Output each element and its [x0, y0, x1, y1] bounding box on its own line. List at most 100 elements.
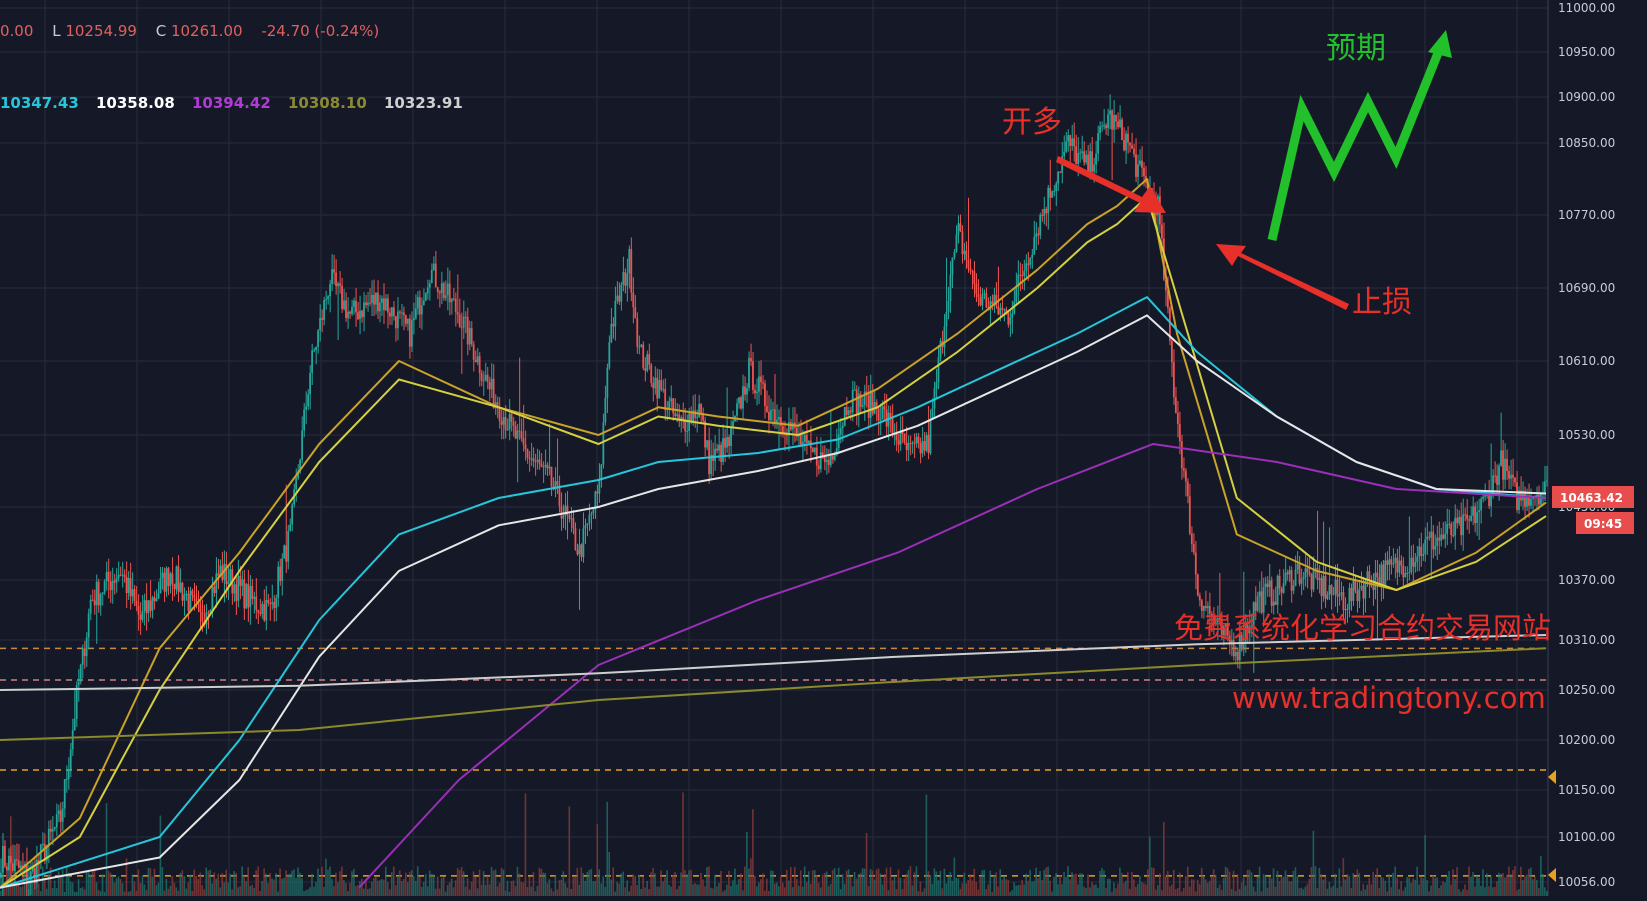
candle-body [1129, 142, 1131, 146]
volume-bar [1310, 866, 1313, 896]
candle-body [774, 409, 776, 423]
volume-bar [265, 873, 267, 896]
candle-body [594, 491, 597, 510]
candle-body [79, 664, 82, 682]
volume-bar [584, 881, 587, 896]
candle-body [1139, 160, 1141, 165]
ma-value-5: 10323.91 [384, 94, 463, 112]
candle-body [1196, 574, 1199, 596]
candle-body [65, 779, 68, 781]
volume-bar [165, 878, 168, 896]
candle-body [526, 449, 529, 458]
candle-body [899, 430, 902, 445]
volume-bar [355, 885, 357, 896]
volume-bar [33, 890, 36, 896]
candle-body [827, 459, 830, 466]
candle-body [1103, 125, 1105, 127]
candle-body [1448, 523, 1451, 525]
candle-body [398, 311, 401, 313]
candle-body [1087, 154, 1089, 176]
candle-body [1220, 618, 1223, 636]
volume-bar [975, 882, 978, 896]
volume-bar [1220, 889, 1223, 896]
candle-body [1290, 570, 1293, 591]
volume-bar [1370, 884, 1373, 896]
volume-bar [1111, 891, 1113, 896]
volume-bar [881, 884, 884, 896]
volume-bar [478, 869, 481, 896]
volume-bar [754, 875, 756, 896]
candle-body [15, 859, 18, 861]
candle-body [1041, 214, 1044, 216]
volume-bar [544, 873, 547, 896]
volume-bar [490, 867, 493, 896]
candle-body [87, 613, 90, 638]
candle-body [546, 464, 549, 469]
volume-bar [728, 870, 730, 896]
volume-bar [871, 870, 874, 896]
volume-bar [686, 874, 688, 896]
volume-bar [39, 891, 42, 896]
volume-bar [833, 868, 836, 896]
candle-body [514, 425, 517, 439]
volume-bar [1097, 887, 1099, 896]
candle-body [57, 810, 60, 815]
candle-body [913, 442, 916, 444]
volume-bar [1001, 879, 1004, 896]
volume-bar [774, 883, 776, 896]
volume-bar [1344, 879, 1347, 896]
candle-body [309, 372, 311, 395]
expected-path [1267, 46, 1445, 241]
candle-body [488, 382, 491, 390]
volume-bar [1087, 874, 1089, 896]
candle-body [478, 356, 481, 374]
volume-bar [582, 873, 585, 896]
volume-bar [3, 888, 6, 896]
volume-bar [1254, 891, 1257, 896]
volume-bar [1322, 879, 1325, 896]
volume-bar [464, 886, 467, 896]
watermark-url[interactable]: www.tradingtony.com [1232, 681, 1546, 715]
volume-bar [1438, 888, 1440, 896]
candle-body [325, 299, 327, 301]
candle-body [323, 300, 325, 320]
candle-body [1184, 470, 1187, 482]
candle-body [1182, 468, 1185, 471]
volume-bar [1123, 882, 1125, 896]
volume-bar [428, 870, 431, 896]
volume-bar [762, 873, 764, 896]
candle-body [313, 350, 315, 352]
volume-bar [117, 876, 120, 896]
volume-bar [111, 875, 114, 896]
candle-body [1260, 591, 1263, 613]
candle-body [682, 417, 685, 420]
volume-bar [161, 867, 164, 896]
volume-bar [614, 891, 617, 896]
price-axis[interactable] [1548, 0, 1647, 896]
volume-bar [1151, 867, 1153, 896]
volume-bar [1113, 882, 1115, 896]
volume-bar [1252, 886, 1255, 896]
candle-body [1256, 596, 1259, 611]
volume-bar [1284, 870, 1287, 896]
volume-bar [321, 866, 323, 896]
candle-body [99, 594, 102, 606]
candle-body [83, 648, 86, 657]
candle-body [498, 408, 501, 422]
volume-bar [1003, 876, 1006, 896]
volume-bar [628, 891, 630, 896]
candle-body [1101, 125, 1103, 127]
candle-body [121, 574, 124, 576]
candle-body [17, 860, 20, 869]
candle-body [1135, 154, 1137, 177]
volume-bar [303, 891, 305, 896]
volume-bar [257, 866, 259, 896]
volume-bar [19, 886, 22, 896]
volume-bar [365, 879, 367, 896]
volume-bar [738, 879, 740, 896]
volume-bar [1013, 882, 1015, 896]
ma-value-4: 10308.10 [288, 94, 367, 112]
volume-bar [406, 882, 409, 896]
volume-bar [650, 872, 652, 896]
volume-bar [734, 868, 736, 896]
